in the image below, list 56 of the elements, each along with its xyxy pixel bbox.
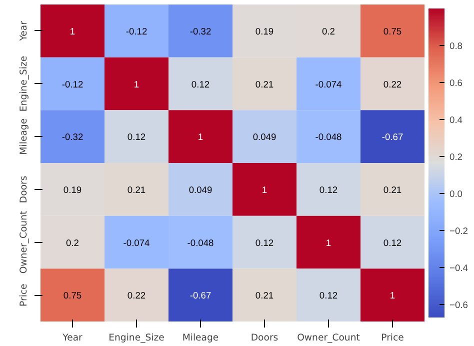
data-label: 0.19 — [255, 26, 274, 36]
y-tick-label: Mileage — [18, 118, 30, 155]
y-tick-label: Doors — [18, 176, 30, 204]
data-label: -0.074 — [123, 238, 150, 248]
y-tick-label: Year — [18, 20, 30, 42]
data-label: 0.12 — [319, 184, 338, 195]
data-label: 0.12 — [383, 238, 402, 248]
data-label: 0.12 — [191, 79, 210, 90]
data-label: 0.12 — [319, 290, 338, 301]
y-tick-label: Price — [18, 283, 30, 306]
data-label: 0.2 — [66, 238, 79, 248]
data-label: -0.048 — [187, 238, 214, 248]
data-label: -0.32 — [190, 26, 212, 36]
x-tick-label: Engine_Size — [108, 332, 165, 344]
data-label: 0.22 — [383, 79, 402, 90]
data-label: -0.32 — [62, 132, 84, 142]
data-label: -0.048 — [315, 132, 342, 142]
data-label: -0.074 — [315, 79, 342, 90]
color-bar-label: 0.4 — [450, 115, 462, 126]
data-label: 0.21 — [255, 79, 274, 90]
color-bar-label: 0.0 — [450, 189, 462, 200]
data-label: -0.67 — [382, 132, 404, 142]
data-label: 0.12 — [255, 238, 274, 248]
y-tick-label: Owner_Count — [18, 210, 30, 274]
color-bar-label: −0.2 — [450, 226, 468, 236]
data-label: 0.75 — [383, 26, 402, 36]
data-label: 0.049 — [188, 184, 212, 195]
data-label: 0.21 — [127, 184, 146, 195]
color-bar-label: 0.2 — [450, 152, 462, 162]
x-tick-label: Year — [62, 332, 83, 344]
x-tick-label: Price — [381, 332, 404, 344]
data-label: 1 — [134, 79, 140, 90]
data-label: 0.75 — [63, 290, 82, 301]
data-label: 0.21 — [383, 184, 402, 195]
data-label: 1 — [70, 26, 76, 36]
color-bar-label: −0.6 — [450, 300, 468, 310]
data-label: 0.19 — [63, 184, 82, 195]
y-tick-label: Engine_Size — [18, 56, 30, 112]
data-label: 0.21 — [255, 290, 274, 301]
x-tick-label: Owner_Count — [297, 332, 360, 344]
x-tick-label: Mileage — [182, 332, 219, 344]
x-tick-label: Doors — [250, 332, 278, 344]
data-label: -0.12 — [126, 26, 148, 36]
data-label: 0.12 — [127, 132, 146, 142]
data-label: -0.67 — [190, 290, 212, 301]
color-bar-label: 0.8 — [450, 41, 462, 52]
data-label: 0.22 — [127, 290, 146, 301]
data-label: 1 — [262, 184, 268, 195]
color-bar-label: −0.4 — [450, 263, 468, 274]
data-label: 1 — [390, 290, 396, 301]
data-label: 0.2 — [322, 26, 335, 36]
data-label: 1 — [198, 132, 204, 142]
color-bar-label: 0.6 — [450, 78, 462, 88]
data-label: 1 — [326, 238, 332, 248]
data-label: -0.12 — [62, 79, 84, 90]
data-label: 0.049 — [252, 132, 276, 142]
